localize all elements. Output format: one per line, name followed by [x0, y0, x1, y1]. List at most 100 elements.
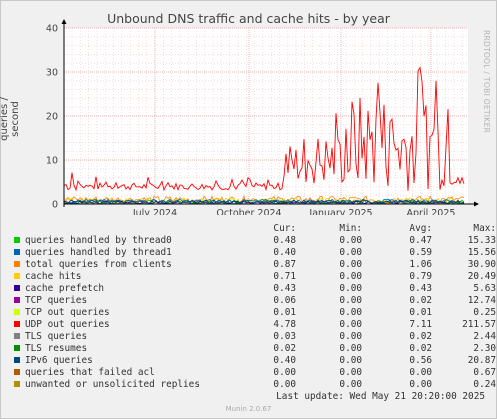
legend-min: 0.00	[339, 378, 362, 390]
legend-cur: 0.40	[273, 354, 296, 366]
legend-cur: 0.43	[273, 282, 296, 294]
legend-series: TCP out queries	[12, 306, 234, 318]
legend-row: cache hits 0.71 0.00 0.79 20.49	[12, 270, 496, 282]
legend-avg: 1.06	[409, 258, 432, 270]
legend-series: total queries from clients	[12, 258, 234, 270]
series-line-ipv6-queries	[63, 199, 465, 205]
legend-header-row: Cur: Min: Avg: Max:	[12, 222, 496, 234]
legend-swatch	[14, 236, 20, 243]
legend-min: 0.00	[339, 318, 362, 330]
legend-series: UDP out queries	[12, 318, 234, 330]
legend-max: 0.67	[473, 366, 496, 378]
legend-series: TCP queries	[12, 294, 234, 306]
legend-cur: 0.03	[273, 330, 296, 342]
legend-cur: 0.00	[273, 378, 296, 390]
legend-cur: 0.02	[273, 342, 296, 354]
legend-min: 0.00	[339, 270, 362, 282]
chart-canvas: 0 10 20 30 40 July 2024 October 2024 January 20…	[46, 19, 479, 215]
legend-row: TCP queries 0.06 0.00 0.02 12.74	[12, 294, 496, 306]
legend-min: 0.00	[339, 258, 362, 270]
legend-series-name: TLS queries	[25, 330, 88, 342]
legend-swatch	[14, 368, 20, 375]
x-tick-label: April 2025	[407, 208, 456, 215]
legend-series-name: UDP out queries	[25, 318, 110, 330]
header-min: Min:	[339, 222, 362, 234]
legend-min: 0.00	[339, 282, 362, 294]
rrdtool-watermark: RRDTOOL / TOBI OETIKER	[482, 30, 491, 134]
x-tick-label: October 2024	[216, 208, 281, 215]
legend-row: TLS resumes 0.02 0.00 0.02 2.30	[12, 342, 496, 354]
legend-avg: 0.43	[409, 282, 432, 294]
legend-cur: 0.40	[273, 246, 296, 258]
legend-series-name: TCP out queries	[25, 306, 110, 318]
legend-swatch	[14, 284, 20, 291]
y-tick-label: 0	[52, 200, 58, 211]
legend-series-name: queries that failed acl	[25, 366, 155, 378]
legend-avg: 0.02	[409, 342, 432, 354]
legend-avg: 7.11	[409, 318, 432, 330]
legend-swatch	[14, 332, 20, 339]
header-max: Max:	[473, 222, 496, 234]
legend-swatch	[14, 356, 20, 363]
legend-min: 0.00	[339, 330, 362, 342]
legend-series: IPv6 queries	[12, 354, 234, 366]
legend-cur: 0.00	[273, 366, 296, 378]
legend-max: 20.87	[467, 354, 496, 366]
legend-swatch	[14, 296, 20, 303]
legend-max: 2.30	[473, 342, 496, 354]
legend-row: IPv6 queries 0.40 0.00 0.56 20.87	[12, 354, 496, 366]
legend-series-name: total queries from clients	[25, 258, 172, 270]
legend-avg: 0.02	[409, 294, 432, 306]
legend-max: 20.49	[467, 270, 496, 282]
legend-row: queries that failed acl 0.00 0.00 0.00 0.67	[12, 366, 496, 378]
legend-min: 0.00	[339, 246, 362, 258]
legend-max: 30.90	[467, 258, 496, 270]
legend-series: queries that failed acl	[12, 366, 234, 378]
legend-min: 0.00	[339, 234, 362, 246]
legend-row: cache prefetch 0.43 0.00 0.43 5.63	[12, 282, 496, 294]
legend-series-name: queries handled by thread0	[25, 234, 172, 246]
legend-swatch	[14, 380, 20, 387]
legend-cur: 4.78	[273, 318, 296, 330]
legend-min: 0.00	[339, 342, 362, 354]
legend-avg: 0.59	[409, 246, 432, 258]
legend-max: 15.33	[467, 234, 496, 246]
legend-cur: 0.06	[273, 294, 296, 306]
legend-row: unwanted or unsolicited replies 0.00 0.00 0…	[12, 378, 496, 390]
legend-series: queries handled by thread0	[12, 234, 234, 246]
x-tick-label: January 2025	[308, 208, 372, 215]
legend-cur: 0.01	[273, 306, 296, 318]
legend-row: queries handled by thread1 0.40 0.00 0.59 15…	[12, 246, 496, 258]
legend-cur: 0.48	[273, 234, 296, 246]
legend-avg: 0.47	[409, 234, 432, 246]
x-tick-label: July 2024	[132, 208, 177, 215]
legend-max: 15.56	[467, 246, 496, 258]
legend-swatch	[14, 248, 20, 255]
legend-series-name: cache prefetch	[25, 282, 105, 294]
legend-cur: 0.87	[273, 258, 296, 270]
legend-row: UDP out queries 4.78 0.00 7.11 211.57	[12, 318, 496, 330]
legend-swatch	[14, 260, 20, 267]
legend-series-name: queries handled by thread1	[25, 246, 172, 258]
legend-table: Cur: Min: Avg: Max: queries handled by t…	[12, 222, 496, 390]
legend-series: queries handled by thread1	[12, 246, 234, 258]
legend-max: 12.74	[467, 294, 496, 306]
header-cur: Cur:	[273, 222, 296, 234]
legend-series-name: unwanted or unsolicited replies	[25, 378, 200, 390]
legend-max: 0.24	[473, 378, 496, 390]
legend-min: 0.00	[339, 366, 362, 378]
legend-avg: 0.01	[409, 306, 432, 318]
chart-title: Unbound DNS traffic and cache hits - by …	[107, 11, 390, 26]
y-tick-label: 40	[46, 24, 58, 35]
series-line-cache-prefetch	[63, 200, 465, 205]
legend-row: TLS queries 0.03 0.00 0.02 2.44	[12, 330, 496, 342]
legend-cur: 0.71	[273, 270, 296, 282]
legend-avg: 0.00	[409, 366, 432, 378]
legend-series-name: cache hits	[25, 270, 82, 282]
y-tick-label: 10	[46, 156, 58, 167]
legend-min: 0.00	[339, 354, 362, 366]
legend-swatch	[14, 272, 20, 279]
legend-series: cache hits	[12, 270, 234, 282]
y-tick-label: 20	[46, 112, 58, 123]
header-avg: Avg:	[409, 222, 432, 234]
